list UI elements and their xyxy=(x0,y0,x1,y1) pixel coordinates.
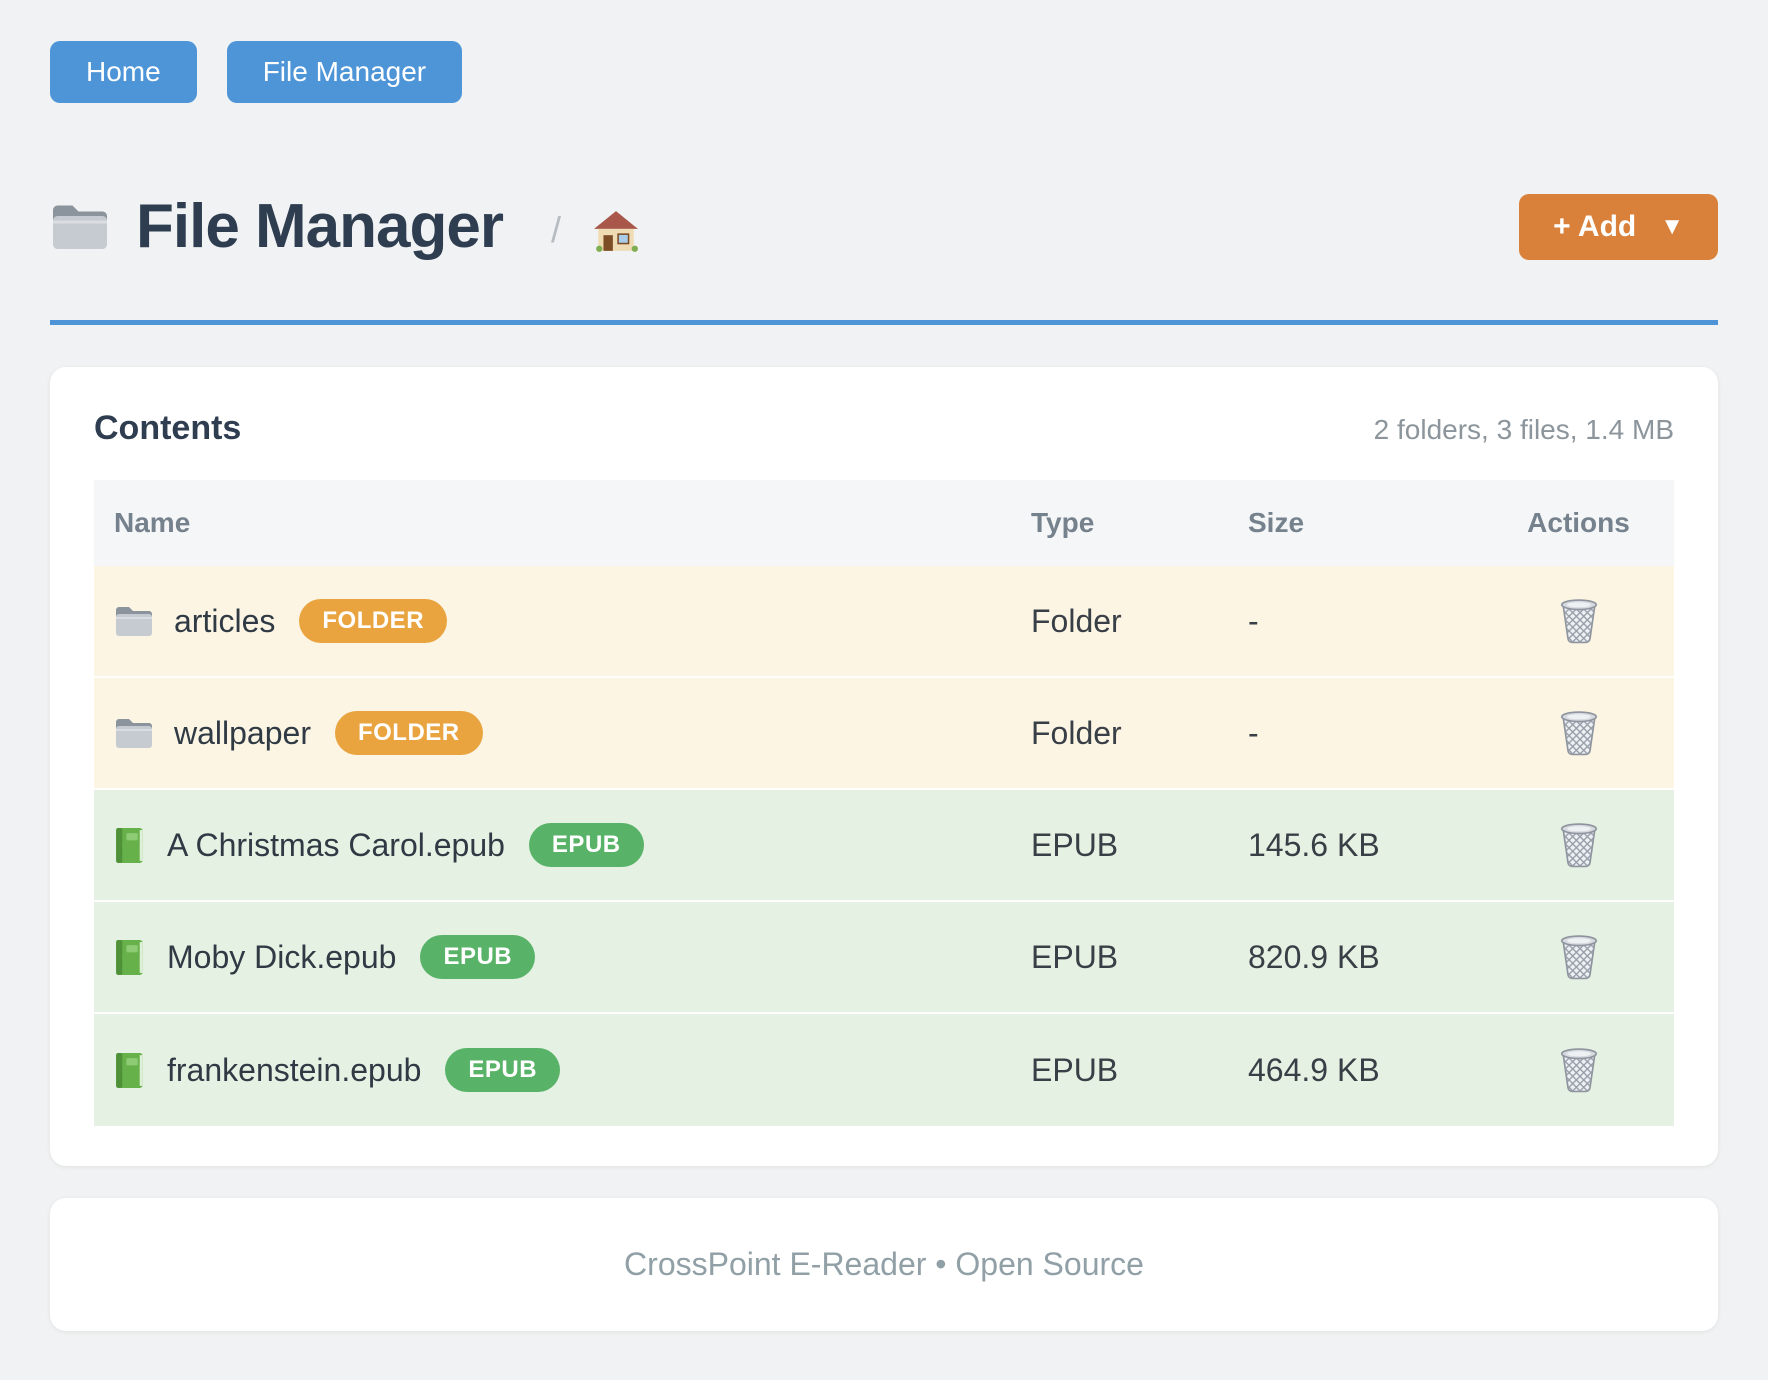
folder-icon xyxy=(114,716,154,750)
add-button-label: + Add xyxy=(1553,209,1637,243)
epub-badge: EPUB xyxy=(528,823,644,867)
entry-name[interactable]: A Christmas Carol.epub xyxy=(167,826,505,863)
name-cell: articles FOLDER xyxy=(94,599,1031,643)
folder-badge: FOLDER xyxy=(334,711,483,755)
column-header-size: Size xyxy=(1248,507,1305,538)
entry-name[interactable]: wallpaper xyxy=(174,714,311,751)
entry-name[interactable]: articles xyxy=(174,602,276,639)
column-header-name: Name xyxy=(114,507,191,538)
table-row-articles[interactable]: articles FOLDER Folder - xyxy=(94,566,1674,678)
chevron-down-icon: ▼ xyxy=(1660,212,1684,240)
actions-cell xyxy=(1483,934,1674,980)
footer: CrossPoint E-Reader • Open Source xyxy=(50,1198,1718,1331)
entry-name[interactable]: Moby Dick.epub xyxy=(167,938,397,975)
actions-cell xyxy=(1483,822,1674,868)
entry-type: Folder xyxy=(1031,602,1122,639)
page-header: File Manager / + Add ▼ xyxy=(50,191,1718,262)
entry-size: - xyxy=(1248,602,1259,639)
name-cell: A Christmas Carol.epub EPUB xyxy=(94,823,1031,867)
folder-badge: FOLDER xyxy=(299,599,448,643)
entry-size: - xyxy=(1248,714,1259,751)
delete-button[interactable] xyxy=(1558,934,1600,980)
name-cell: wallpaper FOLDER xyxy=(94,711,1031,755)
entry-name[interactable]: frankenstein.epub xyxy=(167,1051,422,1088)
contents-card-header: Contents 2 folders, 3 files, 1.4 MB xyxy=(94,409,1674,448)
home-nav-button[interactable]: Home xyxy=(50,41,197,103)
add-button[interactable]: + Add ▼ xyxy=(1519,193,1718,260)
entry-type: EPUB xyxy=(1031,826,1119,863)
column-header-type: Type xyxy=(1031,507,1095,538)
name-cell: frankenstein.epub EPUB xyxy=(94,1048,1031,1092)
green-book-icon xyxy=(114,826,147,865)
header-divider xyxy=(50,320,1718,325)
page-title: File Manager xyxy=(136,192,504,261)
actions-cell xyxy=(1483,598,1674,644)
footer-text: CrossPoint E-Reader • Open Source xyxy=(624,1246,1144,1282)
top-nav: Home File Manager xyxy=(50,41,1718,103)
table-row-frankenstein[interactable]: frankenstein.epub EPUB EPUB 464.9 KB xyxy=(94,1014,1674,1126)
folder-icon xyxy=(50,201,110,252)
title-wrap: File Manager / xyxy=(50,191,639,262)
wastebasket-icon xyxy=(1558,710,1600,756)
file-table: Name Type Size Actions articles FOLDER F… xyxy=(94,480,1674,1126)
entry-type: EPUB xyxy=(1031,938,1119,975)
table-row-christmas-carol[interactable]: A Christmas Carol.epub EPUB EPUB 145.6 K… xyxy=(94,790,1674,902)
actions-cell xyxy=(1483,1047,1674,1093)
delete-button[interactable] xyxy=(1558,710,1600,756)
epub-badge: EPUB xyxy=(420,935,536,979)
entry-size: 145.6 KB xyxy=(1248,826,1380,863)
entry-type: EPUB xyxy=(1031,1051,1119,1088)
file-manager-nav-button[interactable]: File Manager xyxy=(226,41,463,103)
breadcrumb-separator: / xyxy=(551,208,562,250)
entry-size: 820.9 KB xyxy=(1248,938,1380,975)
contents-title: Contents xyxy=(94,409,242,447)
table-row-wallpaper[interactable]: wallpaper FOLDER Folder - xyxy=(94,678,1674,790)
folder-icon xyxy=(114,604,154,638)
actions-cell xyxy=(1483,710,1674,756)
entry-type: Folder xyxy=(1031,714,1122,751)
name-cell: Moby Dick.epub EPUB xyxy=(94,935,1031,979)
delete-button[interactable] xyxy=(1558,598,1600,644)
column-header-actions: Actions xyxy=(1527,507,1630,538)
wastebasket-icon xyxy=(1558,1047,1600,1093)
wastebasket-icon xyxy=(1558,934,1600,980)
epub-badge: EPUB xyxy=(445,1048,561,1092)
green-book-icon xyxy=(114,938,147,977)
entry-size: 464.9 KB xyxy=(1248,1051,1380,1088)
delete-button[interactable] xyxy=(1558,822,1600,868)
page: Home File Manager File Manager / + Add ▼… xyxy=(50,41,1718,1331)
wastebasket-icon xyxy=(1558,598,1600,644)
table-header-row: Name Type Size Actions xyxy=(94,480,1674,566)
contents-card: Contents 2 folders, 3 files, 1.4 MB Name… xyxy=(50,367,1718,1166)
delete-button[interactable] xyxy=(1558,1047,1600,1093)
table-row-moby-dick[interactable]: Moby Dick.epub EPUB EPUB 820.9 KB xyxy=(94,902,1674,1014)
green-book-icon xyxy=(114,1051,147,1090)
house-icon[interactable] xyxy=(593,210,639,252)
wastebasket-icon xyxy=(1558,822,1600,868)
contents-summary: 2 folders, 3 files, 1.4 MB xyxy=(1373,414,1674,445)
